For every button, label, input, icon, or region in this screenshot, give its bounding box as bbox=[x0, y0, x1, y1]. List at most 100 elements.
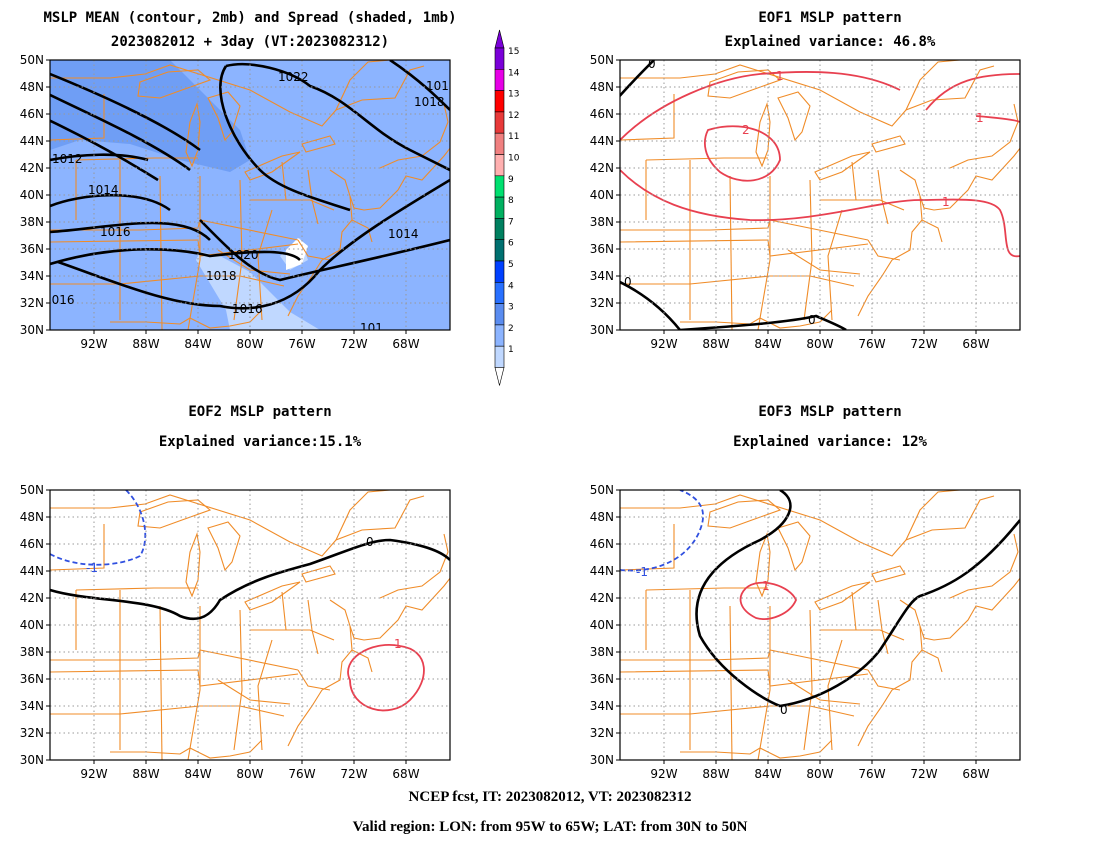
lat-tick-label: 34N bbox=[20, 699, 44, 713]
contour-label: 0 bbox=[366, 535, 374, 549]
lon-tick-label: 80W bbox=[236, 337, 263, 351]
lon-tick-label: 72W bbox=[910, 767, 937, 781]
colorbar-level-label: 6 bbox=[508, 239, 514, 249]
isobar-label: 1016 bbox=[44, 293, 75, 307]
lat-tick-label: 36N bbox=[590, 242, 614, 256]
isobar-label: 101 bbox=[360, 321, 383, 335]
colorbar-level-label: 5 bbox=[508, 260, 514, 270]
lat-tick-label: 50N bbox=[20, 53, 44, 67]
lon-tick-label: 72W bbox=[910, 337, 937, 351]
contour-label: -1 bbox=[86, 561, 98, 575]
lon-tick-label: 72W bbox=[340, 337, 367, 351]
lat-tick-label: 48N bbox=[20, 510, 44, 524]
mean-panel-title: MSLP MEAN (contour, 2mb) and Spread (sha… bbox=[43, 10, 457, 26]
lat-tick-label: 40N bbox=[20, 188, 44, 202]
colorbar-swatch bbox=[494, 196, 505, 219]
isobar-label: 1014 bbox=[388, 227, 419, 241]
eof3-panel-subtitle: Explained variance: 12% bbox=[733, 434, 927, 450]
lat-tick-label: 50N bbox=[590, 483, 614, 497]
lat-tick-label: 30N bbox=[590, 323, 614, 337]
lon-tick-label: 76W bbox=[858, 767, 885, 781]
colorbar-level-label: 4 bbox=[508, 281, 514, 291]
lat-tick-label: 48N bbox=[20, 80, 44, 94]
lat-tick-label: 50N bbox=[20, 483, 44, 497]
colorbar-swatch bbox=[494, 260, 505, 283]
contour-label: 2 bbox=[742, 123, 750, 137]
colorbar-level-label: 14 bbox=[508, 68, 520, 78]
lat-tick-label: 32N bbox=[20, 296, 44, 310]
lon-tick-label: 80W bbox=[236, 767, 263, 781]
colorbar-swatch bbox=[494, 69, 505, 91]
colorbar-swatch bbox=[494, 303, 505, 326]
eof2-map: -1 0 1 bbox=[49, 489, 451, 761]
colorbar-swatch bbox=[494, 132, 505, 155]
colorbar-level-label: 8 bbox=[508, 196, 514, 206]
lat-tick-label: 30N bbox=[20, 323, 44, 337]
eof2-contours bbox=[50, 490, 450, 712]
lat-tick-label: 32N bbox=[590, 726, 614, 740]
contour-label: 0 bbox=[624, 275, 632, 289]
isobar-label: 1014 bbox=[88, 183, 119, 197]
isobar-label: 1018 bbox=[206, 269, 237, 283]
colorbar-level-label: 12 bbox=[508, 111, 519, 121]
lon-tick-label: 88W bbox=[702, 767, 729, 781]
colorbar-swatch bbox=[494, 345, 505, 368]
mean-isobars bbox=[50, 60, 450, 310]
mean-panel-subtitle: 2023082012 + 3day (VT:2023082312) bbox=[110, 34, 390, 50]
isobar-label: 1016 bbox=[100, 225, 131, 239]
contour-label: 0 bbox=[648, 57, 656, 71]
lat-tick-label: 46N bbox=[20, 537, 44, 551]
eof3-contours bbox=[620, 490, 1020, 708]
lon-tick-label: 68W bbox=[392, 337, 419, 351]
lon-tick-label: 68W bbox=[962, 337, 989, 351]
lat-tick-label: 40N bbox=[590, 188, 614, 202]
isobar-label: 1018 bbox=[426, 79, 457, 93]
contour-label: 1 bbox=[942, 195, 950, 209]
isobar-label: 1018 bbox=[414, 95, 445, 109]
lat-tick-label: 42N bbox=[20, 161, 44, 175]
colorbar-swatch bbox=[494, 47, 505, 70]
lat-tick-label: 44N bbox=[20, 564, 44, 578]
eof1-gridlines bbox=[620, 60, 1020, 330]
colorbar-level-label: 11 bbox=[508, 132, 519, 142]
eof1-panel-title: EOF1 MSLP pattern bbox=[758, 10, 902, 26]
colorbar-level-label: 13 bbox=[508, 90, 519, 100]
eof3-panel-title: EOF3 MSLP pattern bbox=[758, 404, 902, 420]
lat-tick-label: 46N bbox=[20, 107, 44, 121]
lat-tick-label: 34N bbox=[590, 269, 614, 283]
colorbar-swatch bbox=[494, 324, 505, 347]
colorbar-level-label: 9 bbox=[508, 175, 514, 185]
lat-tick-label: 42N bbox=[590, 591, 614, 605]
lon-tick-label: 68W bbox=[392, 767, 419, 781]
lon-tick-label: 76W bbox=[288, 337, 315, 351]
eof3-contour-labels: -1 1 0 bbox=[636, 565, 788, 717]
lat-tick-label: 38N bbox=[20, 645, 44, 659]
map-figure: 1022 1018 1018 1012 1014 1016 1020 1018 … bbox=[20, 29, 1021, 781]
colorbar-swatch bbox=[494, 111, 505, 134]
lat-tick-label: 46N bbox=[590, 107, 614, 121]
colorbar-level-label: 1 bbox=[508, 345, 514, 355]
eof2-contour-labels: -1 0 1 bbox=[86, 535, 402, 651]
contour-label: -1 bbox=[636, 565, 648, 579]
lat-tick-label: 44N bbox=[590, 134, 614, 148]
lat-tick-label: 44N bbox=[20, 134, 44, 148]
lon-tick-label: 92W bbox=[80, 767, 107, 781]
lat-tick-label: 38N bbox=[590, 645, 614, 659]
eof3-gridlines bbox=[620, 490, 1020, 760]
colorbar-level-label: 15 bbox=[508, 47, 519, 57]
lat-tick-label: 36N bbox=[590, 672, 614, 686]
isobar-label: 1020 bbox=[228, 248, 259, 262]
lat-tick-label: 40N bbox=[20, 618, 44, 632]
lon-tick-label: 92W bbox=[650, 337, 677, 351]
lat-tick-label: 46N bbox=[590, 537, 614, 551]
lon-tick-label: 80W bbox=[806, 337, 833, 351]
eof1-contours bbox=[620, 60, 1020, 330]
lat-tick-label: 36N bbox=[20, 242, 44, 256]
contour-label: 0 bbox=[808, 313, 816, 327]
footer-valid-region: Valid region: LON: from 95W to 65W; LAT:… bbox=[352, 819, 748, 835]
lat-tick-label: 34N bbox=[20, 269, 44, 283]
isobar-label: 1016 bbox=[232, 302, 263, 316]
eof1-map: 0 1 2 1 1 0 0 bbox=[619, 57, 1021, 331]
lat-tick-label: 32N bbox=[20, 726, 44, 740]
eof2-panel-subtitle: Explained variance:15.1% bbox=[158, 434, 362, 450]
